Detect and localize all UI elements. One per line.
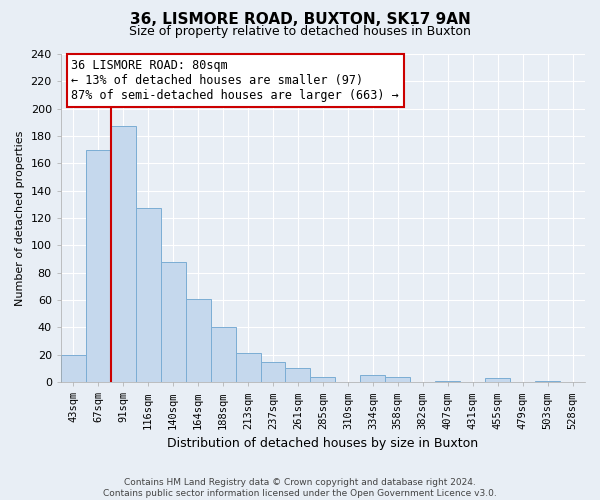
Bar <box>86 150 111 382</box>
Bar <box>385 376 410 382</box>
Bar <box>435 381 460 382</box>
Bar <box>361 376 385 382</box>
Bar <box>111 126 136 382</box>
Text: Size of property relative to detached houses in Buxton: Size of property relative to detached ho… <box>129 25 471 38</box>
Bar <box>61 355 86 382</box>
Bar <box>136 208 161 382</box>
Y-axis label: Number of detached properties: Number of detached properties <box>15 130 25 306</box>
Text: Contains HM Land Registry data © Crown copyright and database right 2024.
Contai: Contains HM Land Registry data © Crown c… <box>103 478 497 498</box>
Bar <box>211 328 236 382</box>
Bar <box>260 362 286 382</box>
Bar <box>236 354 260 382</box>
Bar <box>485 378 510 382</box>
Bar <box>185 298 211 382</box>
Bar <box>286 368 310 382</box>
Text: 36 LISMORE ROAD: 80sqm
← 13% of detached houses are smaller (97)
87% of semi-det: 36 LISMORE ROAD: 80sqm ← 13% of detached… <box>71 59 399 102</box>
Bar <box>161 262 185 382</box>
X-axis label: Distribution of detached houses by size in Buxton: Distribution of detached houses by size … <box>167 437 478 450</box>
Bar <box>535 381 560 382</box>
Text: 36, LISMORE ROAD, BUXTON, SK17 9AN: 36, LISMORE ROAD, BUXTON, SK17 9AN <box>130 12 470 28</box>
Bar <box>310 376 335 382</box>
